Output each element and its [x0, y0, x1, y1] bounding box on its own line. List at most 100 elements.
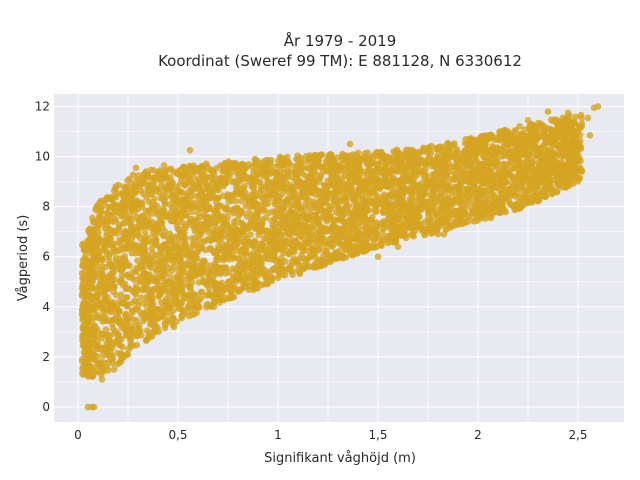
scatter-point	[121, 252, 128, 260]
scatter-point	[174, 297, 181, 305]
scatter-point	[329, 236, 336, 243]
scatter-point	[429, 222, 437, 230]
scatter-point	[218, 181, 226, 189]
scatter-point	[231, 220, 238, 227]
scatter-point	[80, 275, 87, 283]
scatter-point	[188, 187, 195, 195]
scatter-point	[104, 237, 111, 244]
scatter-point	[532, 167, 540, 175]
scatter-point	[397, 159, 405, 166]
scatter-point	[345, 227, 353, 234]
scatter-point	[159, 213, 166, 220]
scatter-point	[311, 263, 318, 270]
scatter-point	[408, 190, 415, 198]
scatter-point	[185, 174, 192, 182]
scatter-point	[147, 166, 155, 174]
scatter-point	[491, 134, 499, 141]
scatter-point	[455, 165, 463, 172]
scatter-point	[162, 252, 169, 260]
scatter-point	[296, 232, 303, 240]
scatter-point	[571, 120, 579, 128]
scatter-point	[207, 262, 214, 270]
scatter-point	[373, 232, 381, 240]
scatter-point	[240, 238, 247, 246]
scatter-point	[526, 157, 533, 164]
scatter-point	[305, 164, 312, 172]
scatter-point	[248, 163, 255, 170]
scatter-point	[425, 144, 432, 151]
scatter-point	[282, 198, 290, 206]
scatter-point	[320, 257, 328, 265]
scatter-point	[205, 285, 213, 292]
scatter-point	[237, 275, 245, 283]
scatter-point	[121, 228, 129, 236]
scatter-point	[323, 188, 330, 196]
scatter-point	[175, 225, 182, 233]
scatter-point	[268, 217, 275, 224]
scatter-point	[297, 182, 305, 189]
scatter-point	[441, 163, 448, 170]
scatter-point	[93, 336, 100, 344]
scatter-point	[140, 310, 148, 317]
scatter-point	[98, 266, 106, 274]
scatter-point	[267, 156, 275, 164]
scatter-point	[302, 205, 309, 212]
scatter-point	[448, 186, 455, 193]
scatter-point	[574, 129, 581, 137]
scatter-point	[119, 343, 126, 351]
scatter-point	[301, 189, 308, 196]
scatter-point	[317, 172, 325, 180]
scatter-point	[449, 201, 456, 208]
scatter-point	[112, 327, 119, 335]
scatter-point	[272, 244, 280, 251]
scatter-point	[203, 304, 210, 311]
scatter-point	[233, 179, 240, 186]
scatter-point	[101, 283, 108, 291]
scatter-point	[198, 163, 206, 171]
scatter-point	[565, 141, 573, 149]
scatter-point	[487, 214, 495, 222]
scatter-point	[503, 161, 510, 168]
scatter-point	[365, 232, 373, 240]
scatter-point	[97, 208, 105, 216]
scatter-point	[143, 327, 151, 335]
scatter-point	[323, 228, 330, 235]
scatter-point	[133, 197, 141, 204]
scatter-point	[188, 235, 196, 242]
scatter-point	[507, 154, 515, 161]
scatter-point	[339, 252, 347, 260]
scatter-point	[192, 216, 199, 223]
scatter-point	[286, 264, 294, 271]
scatter-point	[200, 221, 208, 229]
scatter-point	[190, 304, 198, 311]
scatter-point	[467, 181, 475, 189]
scatter-point	[314, 235, 322, 242]
scatter-point	[98, 203, 106, 210]
scatter-point	[255, 231, 262, 239]
scatter-point	[275, 162, 282, 169]
scatter-point	[102, 317, 109, 325]
scatter-point	[247, 231, 254, 238]
scatter-point	[247, 192, 254, 199]
scatter-point	[264, 255, 272, 263]
scatter-point	[254, 263, 262, 270]
scatter-point	[426, 207, 434, 215]
scatter-point	[284, 188, 292, 196]
scatter-point	[363, 182, 370, 190]
scatter-point	[184, 192, 191, 200]
scatter-point	[146, 191, 153, 198]
scatter-point	[470, 153, 478, 161]
scatter-point	[104, 217, 111, 225]
scatter-point	[372, 227, 380, 234]
scatter-point	[406, 201, 414, 209]
scatter-point	[123, 262, 130, 270]
scatter-point	[268, 274, 276, 282]
scatter-point	[120, 219, 128, 226]
scatter-point	[140, 285, 148, 293]
scatter-point	[504, 190, 512, 197]
scatter-point	[180, 264, 188, 272]
scatter-point	[538, 131, 546, 139]
scatter-point	[79, 284, 86, 292]
scatter-point	[195, 227, 203, 235]
